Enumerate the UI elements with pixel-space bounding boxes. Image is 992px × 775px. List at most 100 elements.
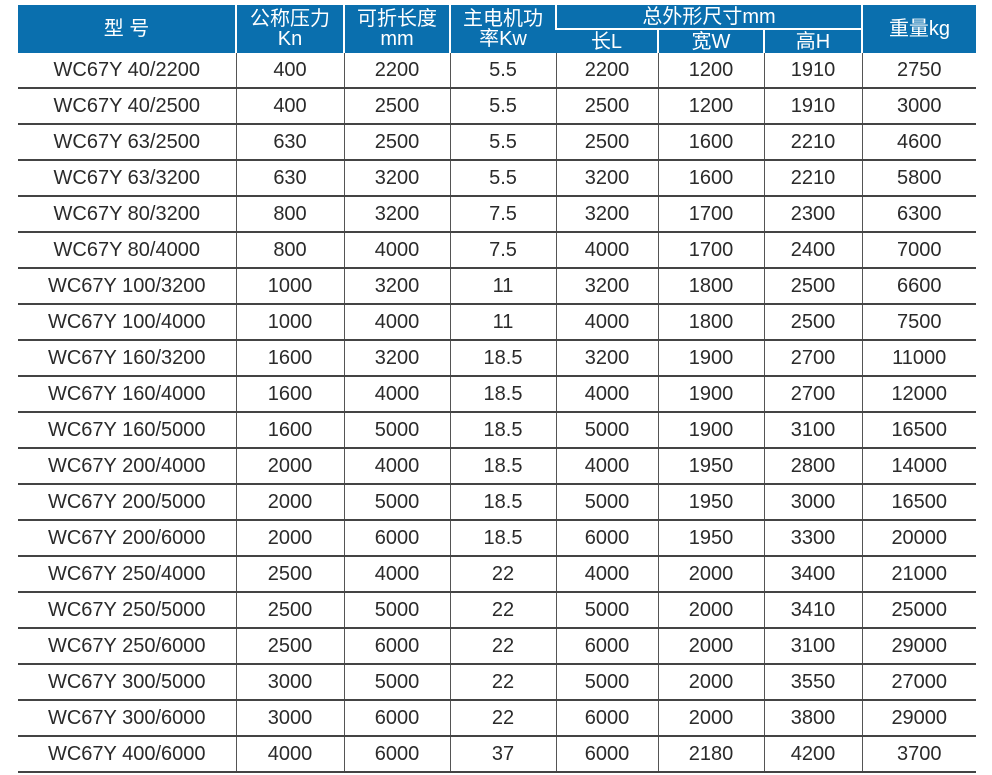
cell-pressure: 1000 [235,304,344,341]
table-row: WC67Y 250/6000 2500 6000 22 6000 2000 3100 2900… [18,628,976,665]
cell-dim-width: 1800 [657,304,764,341]
cell-weight: 3000 [861,88,976,125]
cell-model: WC67Y 63/2500 [18,124,236,161]
cell-dim-height: 3800 [763,700,862,737]
cell-power: 22 [449,556,556,593]
table-row: WC67Y 250/5000 2500 5000 22 5000 2000 3410 2500… [18,592,976,629]
cell-dim-height: 2500 [763,268,862,305]
cell-model: WC67Y 160/5000 [18,412,236,449]
header-model: 型 号 [18,5,236,53]
cell-dim-width: 2000 [657,700,764,737]
cell-weight: 3700 [861,736,976,773]
cell-dim-length: 2500 [555,88,658,125]
cell-length: 5000 [343,412,450,449]
cell-model: WC67Y 200/6000 [18,520,236,557]
cell-power: 11 [449,304,556,341]
cell-power: 22 [449,664,556,701]
cell-weight: 16500 [861,484,976,521]
cell-power: 5.5 [449,53,556,89]
table-row: WC67Y 400/6000 4000 6000 37 6000 2180 4200 3700 [18,736,976,773]
cell-length: 3200 [343,160,450,197]
table-row: WC67Y 300/5000 3000 5000 22 5000 2000 3550 2700… [18,664,976,701]
cell-power: 18.5 [449,376,556,413]
cell-dim-width: 1900 [657,412,764,449]
cell-dim-width: 1200 [657,53,764,89]
cell-model: WC67Y 160/3200 [18,340,236,377]
cell-dim-height: 2400 [763,232,862,269]
cell-model: WC67Y 250/5000 [18,592,236,629]
table-row: WC67Y 200/5000 2000 5000 18.5 5000 1950 3000 16… [18,484,976,521]
cell-weight: 25000 [861,592,976,629]
cell-pressure: 400 [235,88,344,125]
cell-power: 5.5 [449,88,556,125]
cell-dim-length: 5000 [555,592,658,629]
cell-length: 6000 [343,700,450,737]
cell-model: WC67Y 80/3200 [18,196,236,233]
cell-pressure: 3000 [235,664,344,701]
cell-weight: 27000 [861,664,976,701]
cell-dim-height: 1910 [763,53,862,89]
cell-dim-length: 3200 [555,268,658,305]
spec-table: 型 号 公称压力 Kn 可折长度 mm 主电机功 率Kw 总外形尺寸mm 重量k… [18,5,976,773]
cell-dim-height: 3100 [763,628,862,665]
cell-power: 7.5 [449,232,556,269]
cell-weight: 7000 [861,232,976,269]
table-row: WC67Y 63/3200 630 3200 5.5 3200 1600 2210 5800 [18,160,976,197]
cell-dim-height: 3550 [763,664,862,701]
cell-dim-height: 2210 [763,124,862,161]
cell-pressure: 800 [235,196,344,233]
cell-dim-height: 3100 [763,412,862,449]
cell-model: WC67Y 100/4000 [18,304,236,341]
cell-length: 6000 [343,736,450,773]
cell-power: 18.5 [449,340,556,377]
cell-power: 22 [449,592,556,629]
cell-dim-length: 5000 [555,664,658,701]
cell-length: 4000 [343,448,450,485]
cell-power: 22 [449,700,556,737]
cell-dim-height: 1910 [763,88,862,125]
cell-dim-width: 1700 [657,232,764,269]
cell-length: 2500 [343,124,450,161]
cell-weight: 14000 [861,448,976,485]
cell-dim-length: 5000 [555,412,658,449]
cell-power: 11 [449,268,556,305]
cell-dim-width: 1900 [657,340,764,377]
cell-pressure: 2500 [235,592,344,629]
cell-dim-height: 2700 [763,376,862,413]
cell-pressure: 2000 [235,448,344,485]
cell-dim-width: 2000 [657,628,764,665]
cell-dim-length: 6000 [555,520,658,557]
cell-dim-height: 2210 [763,160,862,197]
table-row: WC67Y 160/4000 1600 4000 18.5 4000 1900 2700 12… [18,376,976,413]
header-pressure: 公称压力 Kn [235,5,344,53]
cell-model: WC67Y 40/2500 [18,88,236,125]
cell-weight: 29000 [861,628,976,665]
cell-dim-width: 1900 [657,376,764,413]
cell-dim-length: 4000 [555,304,658,341]
cell-dim-length: 5000 [555,484,658,521]
cell-weight: 7500 [861,304,976,341]
header-power: 主电机功 率Kw [449,5,556,53]
cell-dim-height: 3000 [763,484,862,521]
cell-dim-length: 4000 [555,448,658,485]
cell-dim-width: 2000 [657,556,764,593]
cell-weight: 2750 [861,53,976,89]
cell-weight: 4600 [861,124,976,161]
cell-model: WC67Y 160/4000 [18,376,236,413]
cell-model: WC67Y 80/4000 [18,232,236,269]
cell-length: 6000 [343,520,450,557]
cell-dim-height: 2800 [763,448,862,485]
cell-pressure: 4000 [235,736,344,773]
cell-pressure: 2500 [235,628,344,665]
header-dim-width: 宽W [657,28,764,53]
cell-length: 2500 [343,88,450,125]
cell-weight: 12000 [861,376,976,413]
cell-dim-width: 1950 [657,520,764,557]
header-length: 可折长度 mm [343,5,450,53]
cell-dim-width: 2000 [657,664,764,701]
table-row: WC67Y 40/2200 400 2200 5.5 2200 1200 1910 2750 [18,53,976,89]
cell-model: WC67Y 300/5000 [18,664,236,701]
cell-power: 5.5 [449,160,556,197]
table-row: WC67Y 300/6000 3000 6000 22 6000 2000 3800 2900… [18,700,976,737]
cell-model: WC67Y 63/3200 [18,160,236,197]
